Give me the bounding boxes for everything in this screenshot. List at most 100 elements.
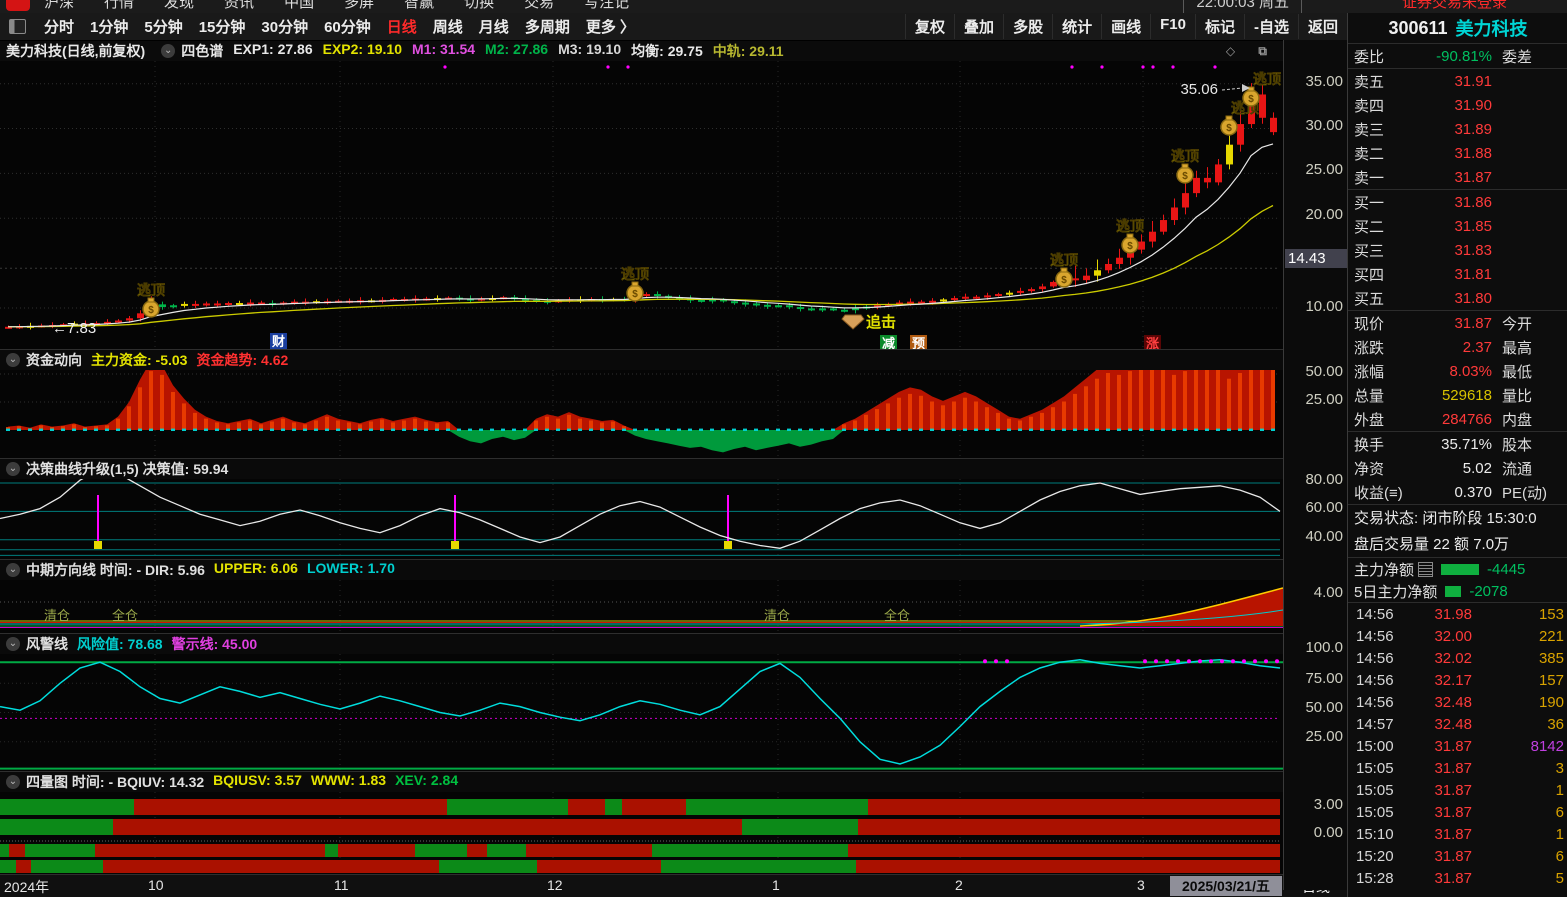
axis-label: 80.00 <box>1305 471 1343 488</box>
quote-row: 卖二 31.88 <box>1354 144 1492 163</box>
fund-flow-chart[interactable] <box>0 370 1283 458</box>
chevron-down-icon[interactable]: ⌄ <box>6 563 20 577</box>
decision-panel: ⌄ 决策曲线升级(1,5) 决策值: 59.94 <box>0 458 1347 559</box>
tab-周线[interactable]: 周线 <box>432 19 463 36</box>
menu-item-沪深[interactable]: 沪深 <box>44 0 75 11</box>
weibi-value: -90.81% <box>1436 47 1492 65</box>
chevron-down-icon[interactable]: ⌄ <box>6 353 20 367</box>
app-logo-icon[interactable] <box>6 0 30 11</box>
timeline-label: 1 <box>772 877 780 893</box>
indicator-value: 四量图 时间: - BQIUV: 14.32 <box>26 774 205 790</box>
quote-row: 外盘 284766 内盘 <box>1354 410 1533 429</box>
axis-label: 35.00 <box>1305 73 1343 90</box>
quote-row: 涨跌 2.37 最高 <box>1354 338 1533 357</box>
menu-item-智赢[interactable]: 智赢 <box>404 0 435 11</box>
toolbar-button-统计[interactable]: 统计 <box>1052 14 1101 39</box>
main-net-value: -4445 <box>1487 560 1526 578</box>
list-icon[interactable] <box>1418 561 1434 577</box>
quote-row: 卖五 31.91 <box>1354 72 1492 91</box>
svg-text:清仓: 清仓 <box>44 608 70 623</box>
menu-item-行情[interactable]: 行情 <box>104 0 135 11</box>
toolbar: 分时 1分钟 5分钟 15分钟 30分钟 60分钟 日线 周线 月线 多周期 更多 〉 复权 叠加 多股… <box>0 13 1347 41</box>
net5-row[interactable]: 5日主力净额 -2078 <box>1348 580 1567 602</box>
tab-15分钟[interactable]: 15分钟 <box>198 19 246 36</box>
menu-item-切换[interactable]: 切换 <box>464 0 495 11</box>
chevron-down-icon[interactable]: ⌄ <box>161 44 176 58</box>
last-price-chip: 14.43 <box>1285 249 1349 268</box>
menu-item-中国[interactable]: 中国 <box>284 0 315 11</box>
svg-text:涨: 涨 <box>1145 336 1159 349</box>
toolbar-button-叠加[interactable]: 叠加 <box>954 14 1003 39</box>
tab-60分钟[interactable]: 60分钟 <box>324 19 371 36</box>
timeline-label: 2024年 <box>4 879 50 895</box>
menu-item-写注记[interactable]: 写注记 <box>584 0 630 11</box>
menu-item-交易[interactable]: 交易 <box>524 0 555 11</box>
tab-5分钟[interactable]: 5分钟 <box>144 19 183 36</box>
svg-text:$: $ <box>148 305 154 316</box>
indicator-value: 均衡: 29.75 <box>631 43 703 59</box>
header-tools-icons[interactable]: ◇ ⧉ <box>1225 43 1277 58</box>
chevron-down-icon[interactable]: ⌄ <box>6 637 20 651</box>
afterhours-line: 盘后交易量 22 额 7.0万 <box>1354 536 1510 553</box>
tab-1分钟[interactable]: 1分钟 <box>90 19 129 36</box>
toolbar-button-画线[interactable]: 画线 <box>1101 14 1150 39</box>
menubar: 沪深 行情 发现 资讯 中国 多屏 智赢 切换 交易 写注记 22:00:03 周五 证券交易未登录 <box>0 0 1567 13</box>
stock-header: 300611 美力科技 <box>1348 13 1567 43</box>
trade-row: 14:56 32.00 221 <box>1356 627 1564 645</box>
main-net-row[interactable]: 主力净额 -4445 <box>1348 558 1567 580</box>
toolbar-button-复权[interactable]: 复权 <box>905 14 954 39</box>
indicator-value: M2: 27.86 <box>485 41 549 57</box>
indicator-value: 主力资金: -5.03 <box>91 352 188 368</box>
tab-分时[interactable]: 分时 <box>44 19 75 36</box>
quote-row: 买四 31.81 <box>1354 265 1492 284</box>
indicator-value: 四色谱 <box>181 43 224 59</box>
timeline-label: 3 <box>1137 877 1145 893</box>
toolbar-button-返回[interactable]: 返回 <box>1297 14 1347 39</box>
axis-label: 20.00 <box>1305 206 1343 223</box>
toolbar-button-标记[interactable]: 标记 <box>1194 14 1244 39</box>
decision-curve-chart[interactable] <box>0 479 1283 559</box>
axis-label: 50.00 <box>1305 363 1343 380</box>
quad-panel: ⌄ 四量图 时间: - BQIUV: 14.32 BQIUSV: 3.57 WWW:… <box>0 771 1347 874</box>
tab-多周期[interactable]: 多周期 <box>524 19 570 36</box>
menu-item-资讯[interactable]: 资讯 <box>224 0 255 11</box>
quote-panel: 300611 美力科技 委比 -90.81% 委差 卖五 31.91 卖四 31.90… <box>1347 13 1567 897</box>
tab-日线[interactable]: 日线 <box>386 19 417 36</box>
toolbar-button-F10[interactable]: F10 <box>1150 14 1195 39</box>
quote-row: 买二 31.85 <box>1354 217 1492 236</box>
quote-row: 买三 31.83 <box>1354 241 1492 260</box>
main-candlestick-chart[interactable]: $逃顶 $逃顶 $逃顶$逃顶$逃顶$逃顶$逃顶35.06←7.83 追击财减预涨 <box>0 61 1283 349</box>
axis-label: 0.00 <box>1313 824 1343 841</box>
timeline-label: 12 <box>547 877 563 893</box>
tab-更多 〉[interactable]: 更多 〉 <box>585 19 635 36</box>
svg-text:预: 预 <box>912 336 925 349</box>
chevron-down-icon[interactable]: ⌄ <box>6 462 20 476</box>
indicator-value: 资金趋势: 4.62 <box>196 352 289 368</box>
chevron-down-icon[interactable]: ⌄ <box>6 775 20 789</box>
indicator-value: UPPER: 6.06 <box>213 560 298 576</box>
quad-strip-chart[interactable] <box>0 792 1283 874</box>
login-status[interactable]: 证券交易未登录 <box>1401 0 1507 11</box>
chart-header: 美力科技(日线,前复权) ⌄ 四色谱 EXP1: 27.86 EXP2: 19.10… <box>0 41 1347 61</box>
trade-row: 14:56 31.98 153 <box>1356 605 1564 623</box>
tab-月线[interactable]: 月线 <box>478 19 509 36</box>
direction-panel: ⌄ 中期方向线 时间: - DIR: 5.96 UPPER: 6.06 LOWER:… <box>0 559 1347 633</box>
menu-item-发现[interactable]: 发现 <box>164 0 195 11</box>
svg-text:$: $ <box>1182 171 1188 182</box>
axis-label: 25.00 <box>1305 391 1343 408</box>
indicator-value: EXP2: 19.10 <box>322 41 402 57</box>
trade-row: 14:56 32.17 157 <box>1356 671 1564 689</box>
risk-line-chart[interactable] <box>0 654 1283 771</box>
layout-toggle-icon[interactable] <box>9 19 26 34</box>
svg-text:$: $ <box>1248 94 1254 105</box>
svg-text:35.06: 35.06 <box>1180 81 1218 98</box>
direction-line-chart[interactable]: 清仓 全仓 清仓 全仓 <box>0 580 1283 633</box>
trade-status-line: 交易状态: 闭市阶段 15:30:0 <box>1354 510 1537 527</box>
toolbar-button-多股[interactable]: 多股 <box>1003 14 1052 39</box>
tab-30分钟[interactable]: 30分钟 <box>261 19 309 36</box>
svg-text:$: $ <box>1226 123 1232 134</box>
menu-item-多屏[interactable]: 多屏 <box>344 0 375 11</box>
toolbar-button--自选[interactable]: -自选 <box>1243 14 1298 39</box>
trade-row: 15:00 31.87 8142 <box>1356 737 1564 755</box>
axis-label: 100.0 <box>1305 639 1343 656</box>
